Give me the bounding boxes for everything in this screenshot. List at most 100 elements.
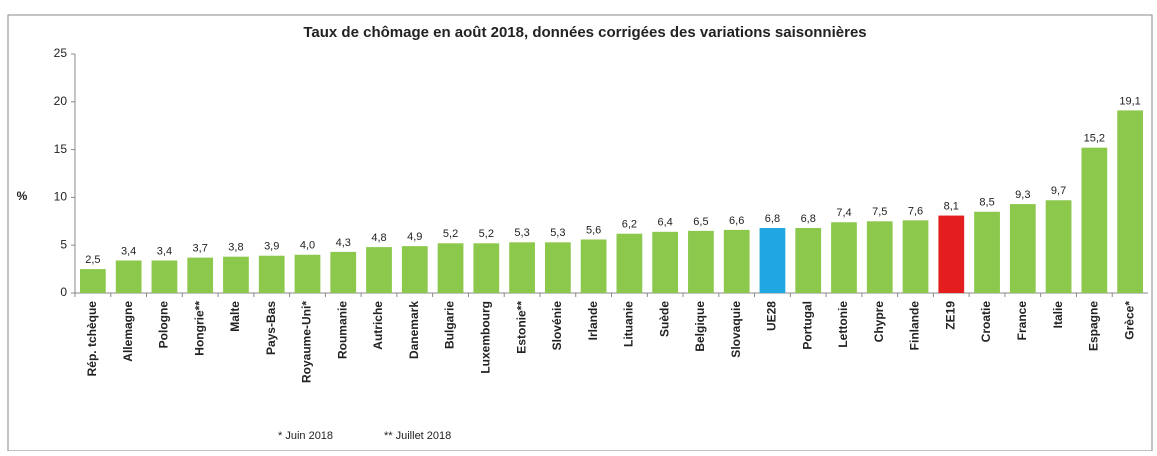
x-tick-label: Malte: [228, 301, 242, 332]
x-tick-label: Luxembourg: [478, 301, 492, 374]
value-label: 5,3: [514, 227, 529, 239]
value-label: 3,9: [264, 241, 279, 253]
x-tick-label: Lettonie: [836, 301, 850, 348]
annotation: * Juin 2018: [278, 430, 333, 442]
x-tick-label: Royaume-Uni*: [300, 301, 314, 383]
x-tick-label: Estonie**: [514, 301, 528, 354]
bar: [1117, 110, 1143, 294]
x-tick-label: Slovaquie: [729, 301, 743, 358]
x-tick-label: Danemark: [407, 301, 421, 359]
x-tick-label: Chypre: [872, 301, 886, 343]
x-tick-label: Allemagne: [121, 301, 135, 362]
y-tick-label: 25: [54, 46, 68, 60]
value-label: 9,3: [1015, 189, 1030, 201]
value-label: 15,2: [1084, 133, 1105, 145]
x-tick-label: Italie: [1051, 301, 1065, 329]
value-label: 8,5: [979, 197, 994, 209]
x-tick-label: Hongrie**: [192, 301, 206, 356]
value-label: 7,5: [872, 206, 887, 218]
bar: [115, 260, 142, 293]
value-label: 8,1: [944, 200, 959, 212]
x-tick-label: Slovénie: [550, 301, 564, 351]
x-tick-label: Roumanie: [335, 301, 349, 359]
x-tick-label: Croatie: [979, 301, 993, 343]
bar: [544, 242, 571, 293]
x-tick-label: ZE19: [943, 301, 957, 330]
value-label: 6,2: [622, 219, 637, 231]
value-label: 19,1: [1119, 95, 1140, 107]
value-label: 5,2: [479, 228, 494, 240]
value-label: 4,8: [371, 232, 386, 244]
value-label: 6,6: [729, 215, 744, 227]
bar: [580, 239, 607, 293]
bar: [401, 246, 428, 293]
value-label: 5,2: [443, 228, 458, 240]
value-label: 3,8: [228, 242, 243, 254]
x-tick-label: Autriche: [371, 301, 385, 350]
value-label: 6,8: [801, 213, 816, 225]
x-tick-label: Pays-Bas: [264, 301, 278, 355]
y-tick-label: 10: [54, 190, 68, 204]
bar: [652, 231, 679, 293]
value-label: 7,4: [836, 207, 851, 219]
x-tick-label: Espagne: [1087, 301, 1101, 351]
bar: [187, 257, 214, 293]
y-axis-label: %: [17, 189, 28, 203]
x-tick-label: Pologne: [157, 301, 171, 349]
value-label: 2,5: [85, 254, 100, 266]
bar: [866, 221, 893, 293]
bar: [723, 229, 750, 293]
bar: [974, 211, 1000, 293]
x-tick-label: Bulgarie: [443, 301, 457, 349]
bar: [795, 227, 822, 293]
x-tick-label: Rép. tchèque: [85, 301, 99, 377]
y-tick-label: 5: [60, 237, 67, 251]
x-tick-label: Lituanie: [622, 301, 636, 347]
bar: [294, 254, 321, 293]
x-tick-label: Irlande: [586, 301, 600, 341]
bar: [509, 242, 535, 293]
x-tick-label: France: [1015, 301, 1029, 341]
bar: [1009, 204, 1036, 293]
bar: [616, 233, 643, 293]
bar: [80, 269, 106, 293]
value-label: 9,7: [1051, 185, 1066, 197]
bar: [258, 255, 285, 293]
x-tick-label: Finlande: [908, 301, 922, 351]
value-label: 3,4: [157, 245, 172, 257]
chart-title: Taux de chômage en août 2018, données co…: [303, 24, 866, 41]
value-label: 3,7: [193, 243, 208, 255]
value-label: 4,0: [300, 240, 315, 252]
value-label: 5,6: [586, 224, 601, 236]
y-tick-label: 20: [54, 94, 68, 108]
value-label: 6,8: [765, 213, 780, 225]
bar: [688, 230, 714, 293]
bar: [223, 256, 249, 293]
bar: [151, 260, 178, 293]
x-tick-label: UE28: [765, 301, 779, 331]
bar: [938, 215, 965, 293]
value-label: 4,9: [407, 231, 422, 243]
y-tick-label: 0: [60, 285, 67, 299]
value-label: 7,6: [908, 205, 923, 217]
value-label: 5,3: [550, 227, 565, 239]
bar: [366, 247, 392, 293]
bar: [330, 251, 357, 293]
bar: [902, 220, 929, 293]
bar: [1081, 147, 1108, 293]
x-tick-label: Portugal: [800, 301, 814, 350]
y-tick-label: 15: [54, 142, 68, 156]
bar: [759, 227, 786, 293]
value-label: 4,3: [336, 237, 351, 249]
x-tick-label: Suède: [657, 301, 671, 337]
x-tick-label: Grèce*: [1122, 301, 1136, 340]
bar: [1045, 200, 1072, 293]
bar: [831, 222, 857, 293]
x-tick-label: Belgique: [693, 301, 707, 352]
value-label: 6,4: [658, 217, 673, 229]
bar: [473, 243, 500, 293]
value-label: 3,4: [121, 245, 136, 257]
bar: [437, 243, 464, 293]
